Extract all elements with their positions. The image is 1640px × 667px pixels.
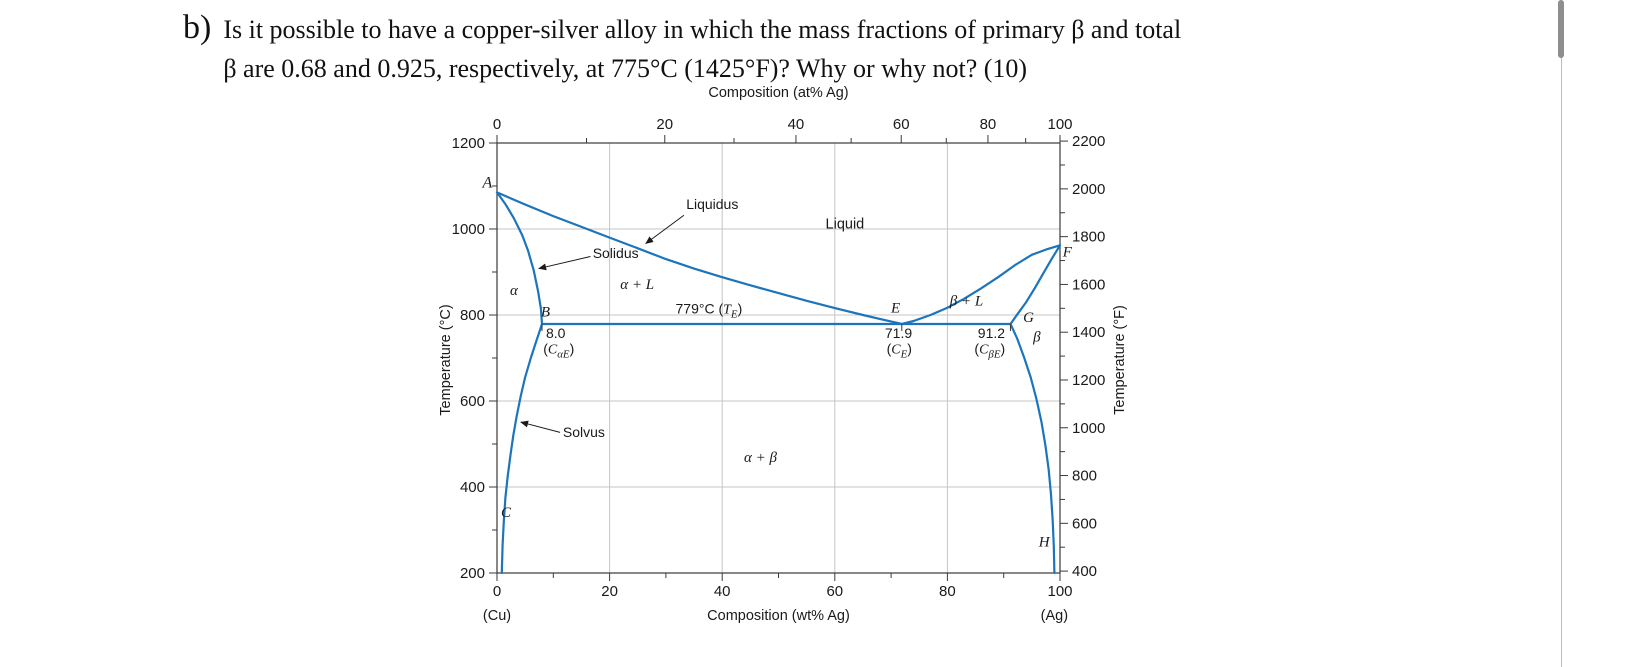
boundary-solvus-left	[500, 322, 544, 575]
chart-text: 1200	[452, 135, 485, 152]
chart-text: 2000	[1072, 181, 1105, 198]
chart-label: 71.9	[885, 325, 912, 341]
chart-text: 2200	[1072, 133, 1105, 150]
chart-labels: A B C E F G Hα β α + L β + L α + β Liquid Liquidus So…	[482, 175, 1073, 551]
chart-text: Composition (wt% Ag)	[707, 608, 850, 624]
chart-label: (CE)	[887, 341, 912, 361]
boundary-solidus-right	[1009, 244, 1062, 326]
chart-label: Liquid	[826, 217, 865, 233]
chart-text: 600	[1072, 515, 1097, 532]
chart-text: 0	[493, 116, 501, 133]
chart-text: Composition (at% Ag)	[708, 85, 848, 101]
chart-text: 80	[980, 116, 997, 133]
chart-label: Solidus	[593, 245, 639, 261]
phase-boundaries	[495, 191, 1062, 575]
chart-text: 100	[1047, 116, 1072, 133]
chart-text: 60	[826, 583, 843, 600]
chart-label: β + L	[949, 294, 983, 310]
chart-label: F	[1062, 245, 1073, 261]
chart-label: (CβE)	[974, 341, 1005, 361]
chart-text: 800	[1072, 468, 1097, 485]
chart-label: G	[1023, 310, 1034, 326]
chart-text: 20	[656, 116, 673, 133]
chart-text: 60	[893, 116, 910, 133]
chart-label: A	[482, 175, 493, 192]
chart-text: 1800	[1072, 229, 1105, 246]
chart-text: 40	[788, 116, 805, 133]
chart-text: 0	[493, 583, 501, 600]
chart-label: B	[541, 305, 550, 321]
chart-text: 1000	[452, 221, 485, 238]
chart-text: 20	[601, 583, 618, 600]
chart-label: Liquidus	[686, 196, 738, 212]
chart-label: 8.0	[546, 325, 566, 341]
chart-label: C	[501, 505, 512, 521]
chart-axes: 0 20 40 60 80 1000 20 40 60 80 1002004006008001000…	[438, 85, 1128, 624]
chart-text: 600	[460, 393, 485, 410]
chart-label: α + β	[744, 450, 777, 466]
chart-label: E	[890, 300, 900, 316]
chart-text: 80	[939, 583, 956, 600]
scrollbar-thumb[interactable]	[1558, 0, 1564, 58]
chart-text: 40	[714, 583, 731, 600]
chart-label: H	[1038, 534, 1051, 550]
chart-label: α + L	[620, 277, 654, 293]
chart-text: Temperature (°F)	[1112, 305, 1128, 415]
chart-label: α	[510, 283, 519, 299]
chart-text: 200	[460, 565, 485, 582]
chart-text: Temperature (°C)	[438, 304, 454, 415]
chart-text: 1200	[1072, 372, 1105, 389]
question-line-1: Is it possible to have a copper-silver a…	[223, 15, 1182, 44]
boundary-liquidus-right	[900, 244, 1062, 326]
chart-frame	[496, 142, 1061, 574]
chart-text: (Ag)	[1041, 608, 1068, 624]
chart-text: 800	[460, 307, 485, 324]
boundary-solidus-left	[495, 191, 544, 326]
chart-label: 91.2	[978, 325, 1005, 341]
question-block: b) Is it possible to have a copper-silve…	[183, 8, 1523, 88]
chart-text: 400	[460, 479, 485, 496]
boundary-solvus-right	[1009, 322, 1056, 575]
question-text: Is it possible to have a copper-silver a…	[223, 10, 1181, 88]
chart-text: 400	[1072, 563, 1097, 580]
solvus-arrow	[520, 420, 561, 433]
chart-text: 100	[1047, 583, 1072, 600]
scrollbar-track	[1561, 0, 1562, 667]
liquidus-arrow	[645, 214, 685, 245]
chart-label: β	[1032, 330, 1041, 346]
question-marker: b)	[183, 9, 212, 46]
chart-text: (Cu)	[483, 608, 511, 624]
chart-label: Solvus	[563, 424, 605, 440]
chart-label: 779°C (TE)	[676, 300, 743, 320]
question-line-2: β are 0.68 and 0.925, respectively, at 7…	[223, 54, 1028, 83]
chart-gridlines	[497, 143, 1060, 573]
solidus-arrow	[538, 256, 591, 271]
chart-arrows	[520, 214, 685, 433]
boundary-liquidus-left	[495, 191, 903, 326]
chart-label: (CαE)	[543, 341, 574, 361]
chart-text: 1400	[1072, 324, 1105, 341]
chart-text: 1600	[1072, 276, 1105, 293]
chart-text: 1000	[1072, 420, 1105, 437]
